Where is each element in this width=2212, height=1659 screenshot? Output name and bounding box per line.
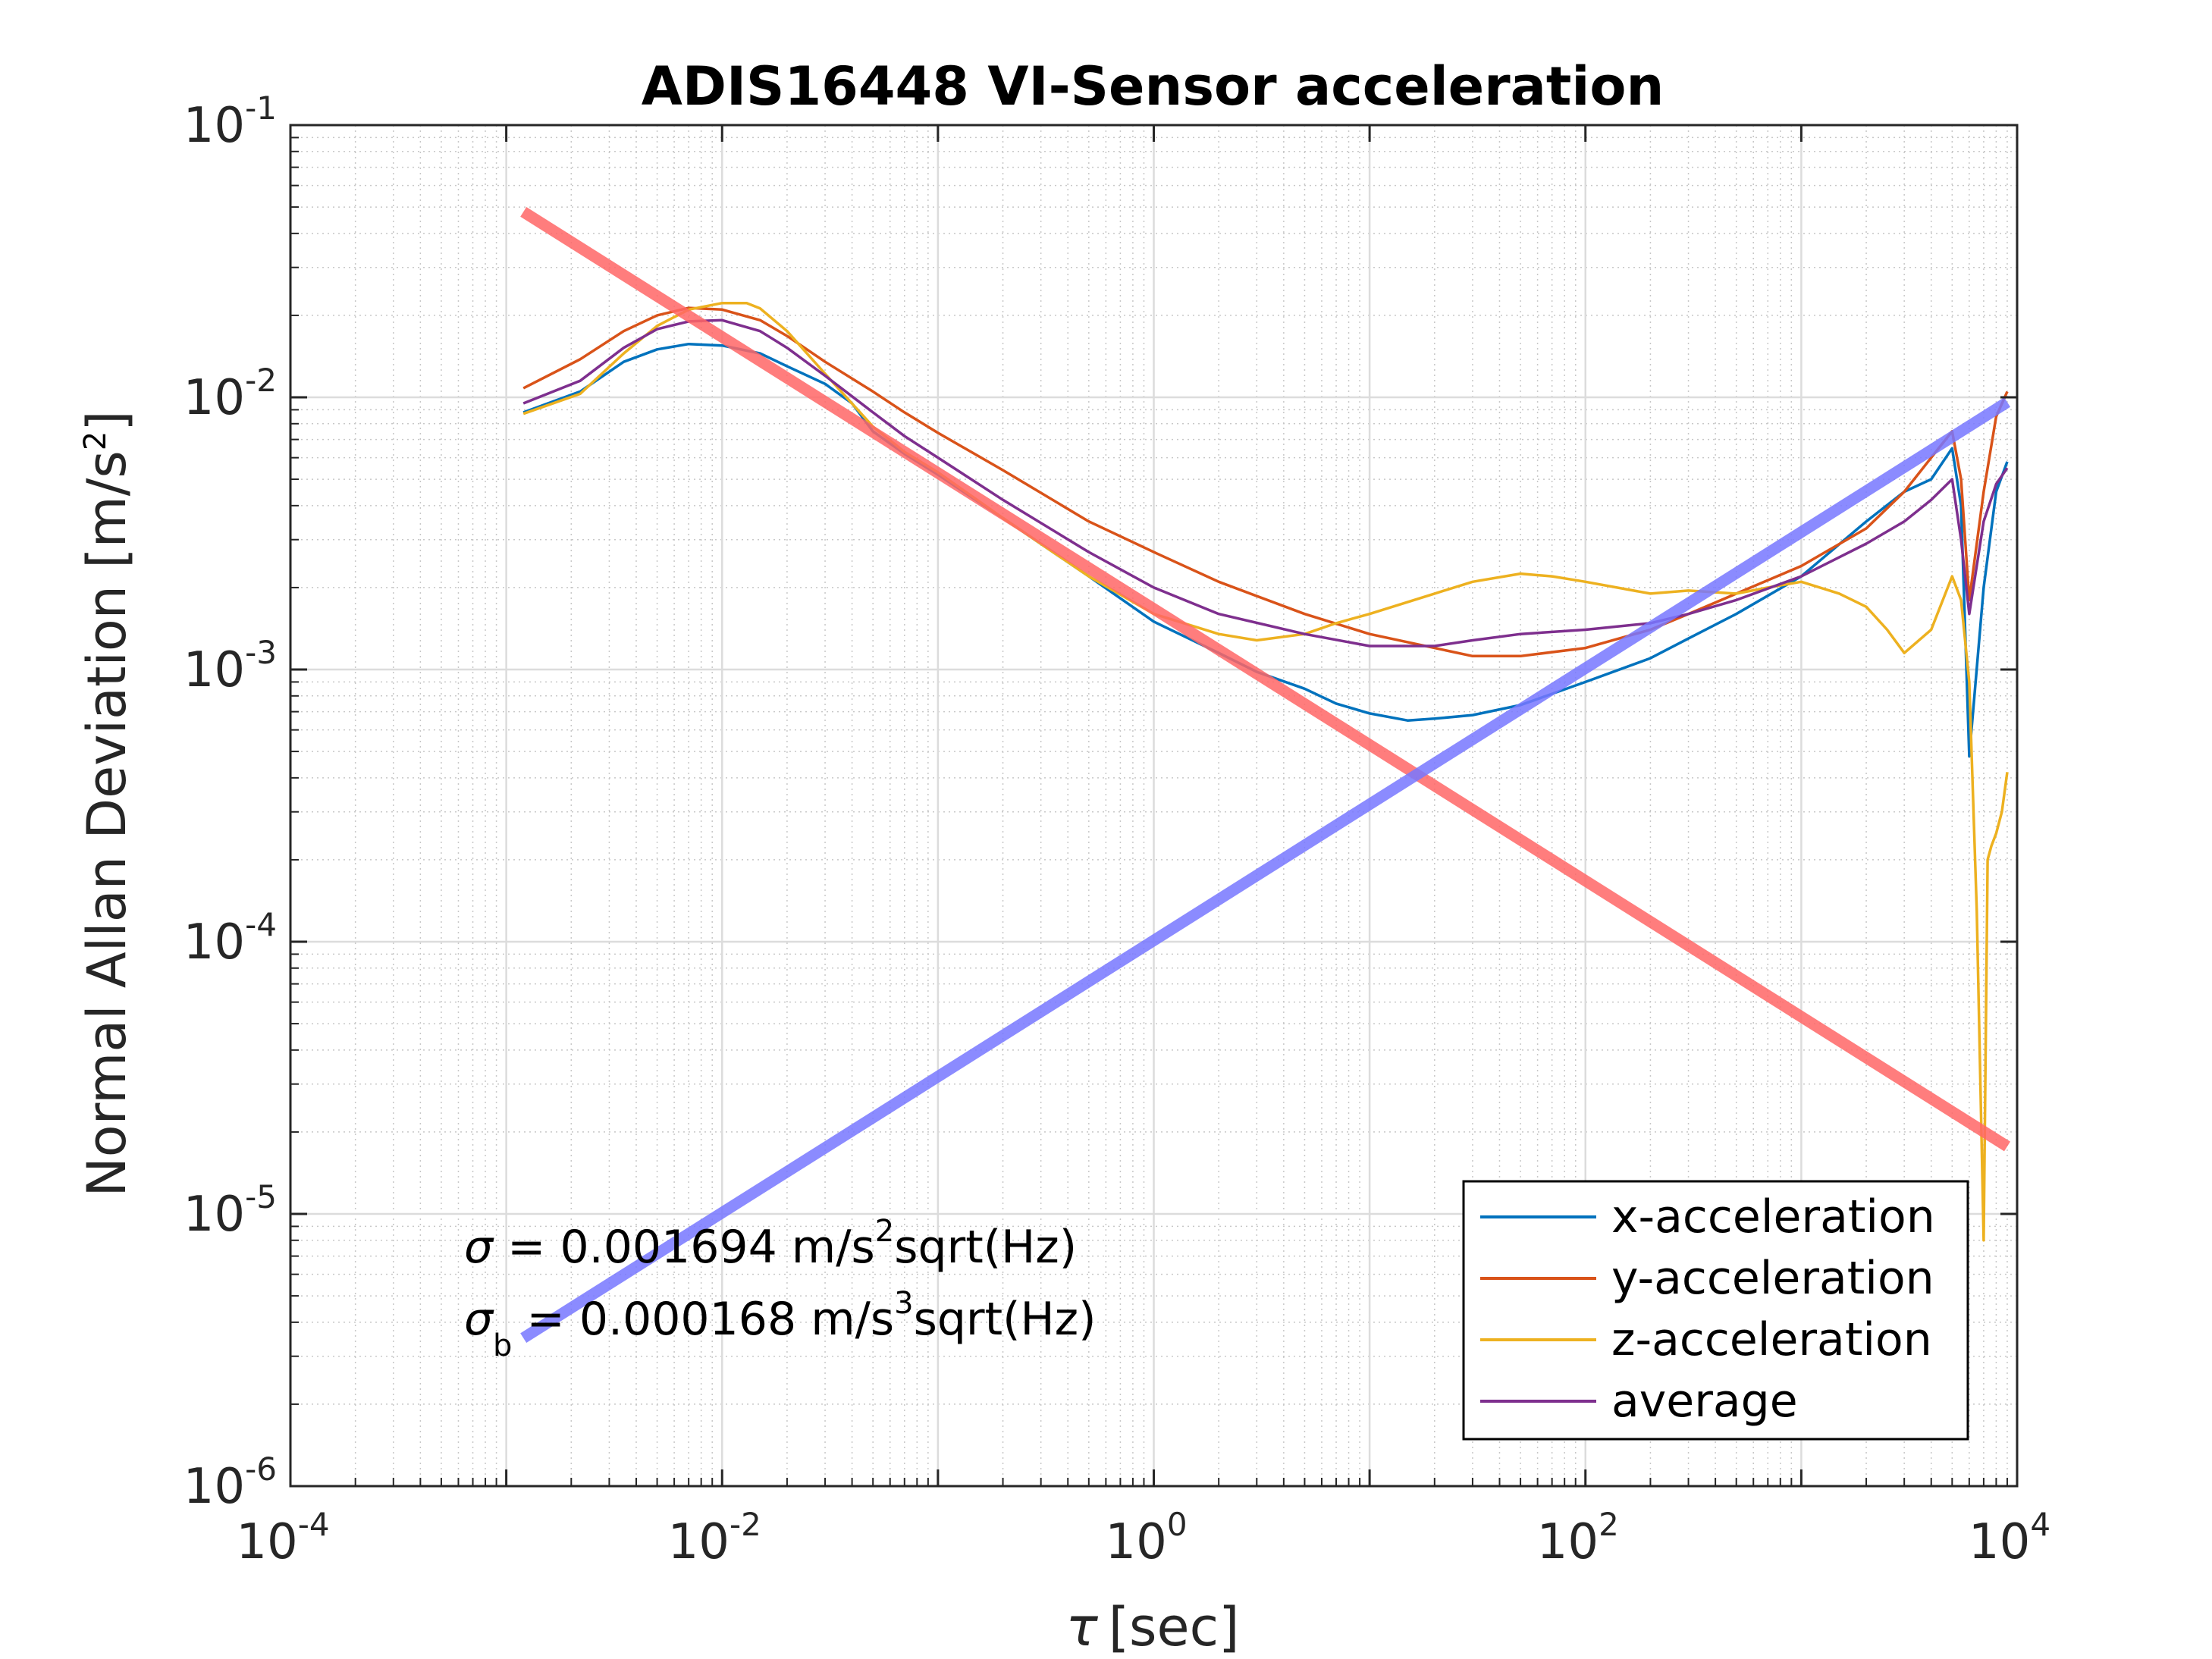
- random-walk-fit: [520, 397, 2011, 1344]
- x-tick-label: 10-2: [668, 1506, 761, 1570]
- x-tick-label: 102: [1537, 1506, 1619, 1570]
- series-line-average: [522, 318, 2009, 648]
- y-tick-label: 10-5: [184, 1178, 277, 1243]
- tick-labels: 10-4 10-2 100 102 104 10-6 10-5 10-4 10-3 10-2 10-…: [184, 89, 2050, 1570]
- fit-layer: [520, 207, 2011, 1344]
- legend-label-z: z-acceleration: [1611, 1313, 1932, 1366]
- x-tick-label: 10-4: [236, 1506, 329, 1570]
- white-noise-fit: [520, 207, 2010, 1152]
- minor-grid: [290, 125, 2017, 1486]
- annotation-sigma-b: σb = 0.000168 m/s3sqrt(Hz): [464, 1286, 1097, 1363]
- legend-label-y: y-acceleration: [1611, 1252, 1934, 1305]
- annotation-sigma: σ = 0.001694 m/s2sqrt(Hz): [464, 1214, 1077, 1274]
- legend-label-average: average: [1611, 1375, 1798, 1428]
- y-axis-label: Normal Allan Deviation [m/s2]: [76, 410, 138, 1196]
- x-tick-label: 100: [1105, 1506, 1187, 1570]
- svg-text:σb = 0.000168 m/s3sqrt(Hz): σb = 0.000168 m/s3sqrt(Hz): [464, 1286, 1097, 1363]
- y-tick-label: 10-2: [184, 362, 277, 426]
- x-axis-label: τ [sec]: [1066, 1596, 1240, 1658]
- series-line-x-acceleration: [522, 342, 2009, 758]
- y-tick-label: 10-6: [184, 1450, 277, 1515]
- axes: [289, 124, 2019, 1488]
- chart-title: ADIS16448 VI-Sensor acceleration: [642, 55, 1664, 118]
- legend: x-acceleration y-acceleration z-accelera…: [1462, 1180, 1969, 1441]
- y-tick-label: 10-3: [184, 634, 277, 698]
- x-tick-label: 104: [1969, 1506, 2050, 1570]
- series-line-z-acceleration: [522, 301, 2009, 1242]
- legend-label-x: x-acceleration: [1611, 1190, 1935, 1243]
- svg-text:σ = 0.001694 m/s2sqrt(Hz): σ = 0.001694 m/s2sqrt(Hz): [464, 1214, 1077, 1274]
- y-tick-label: 10-4: [184, 906, 277, 971]
- series-layer: [522, 301, 2009, 1242]
- legend-box: [1462, 1180, 1969, 1441]
- y-tick-label: 10-1: [184, 89, 277, 154]
